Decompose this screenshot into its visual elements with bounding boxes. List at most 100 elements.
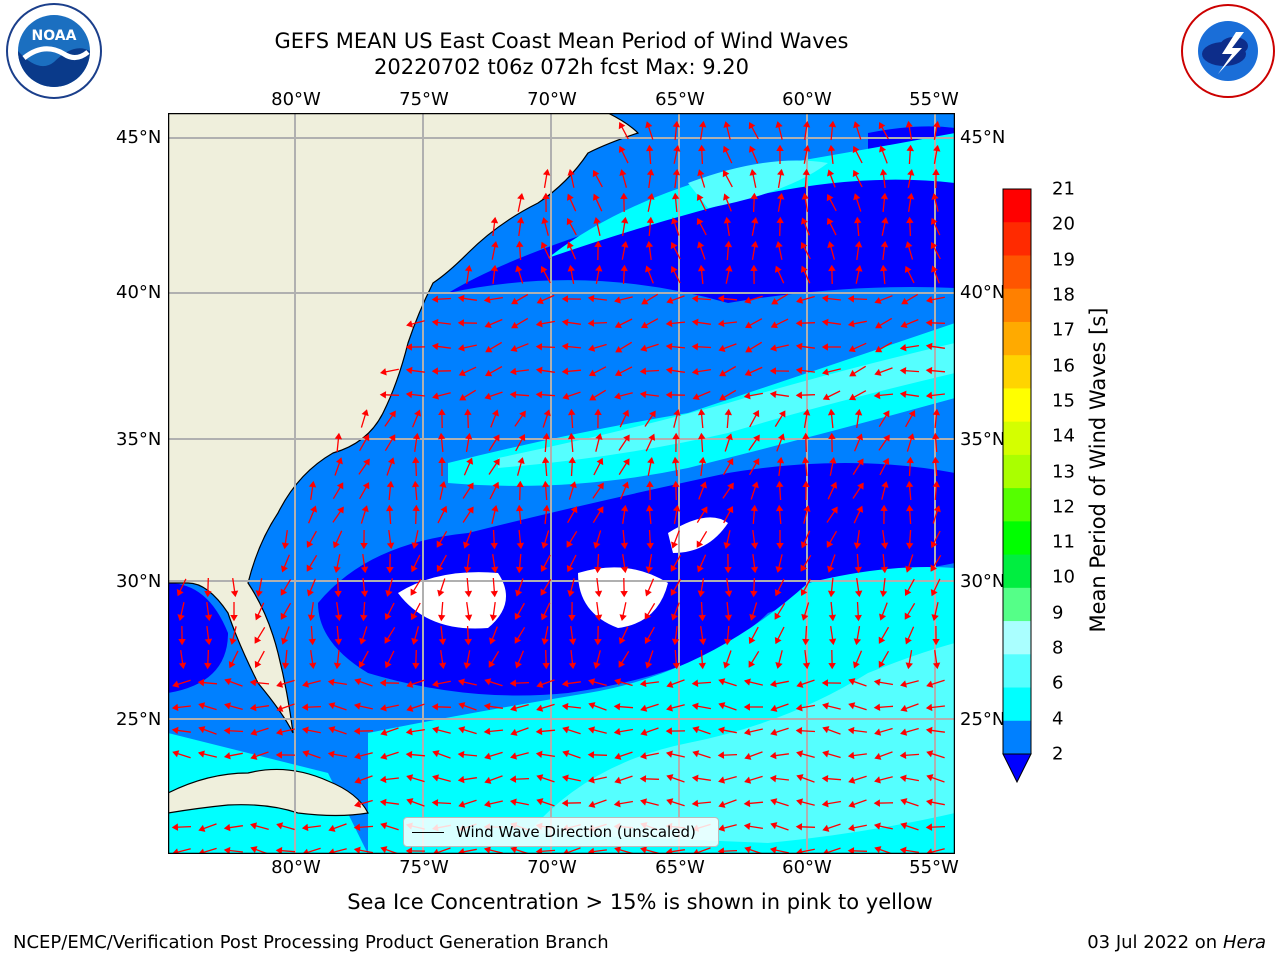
wind-wave-arrowhead <box>802 432 810 440</box>
wind-wave-arrowhead <box>691 342 699 351</box>
wind-wave-arrowhead <box>801 456 810 464</box>
wind-wave-arrowhead <box>802 408 811 416</box>
wind-wave-arrowhead <box>691 774 699 783</box>
wind-wave-arrowhead <box>769 367 776 375</box>
wind-wave-arrowhead <box>514 661 522 669</box>
wind-wave-arrowhead <box>334 590 342 598</box>
wind-wave-arrowhead <box>489 614 498 622</box>
sea-ice-note: Sea Ice Concentration > 15% is shown in … <box>347 890 933 914</box>
wind-wave-arrowhead <box>856 433 864 441</box>
wind-wave-arrowhead <box>566 193 574 201</box>
wind-wave-arrowhead <box>743 678 751 686</box>
lon-label-top: 75°W <box>399 89 449 110</box>
wind-wave-arrowhead <box>795 823 803 831</box>
wind-wave-arrowhead <box>776 216 784 224</box>
wind-wave-arrowhead <box>490 566 499 574</box>
wind-wave-arrowhead <box>854 240 863 248</box>
wind-wave-arrowhead <box>484 776 492 784</box>
colorbar-tick-label: 2 <box>1052 743 1064 765</box>
wind-wave-arrowhead <box>639 752 647 760</box>
wind-wave-arrowhead <box>899 846 907 854</box>
wind-wave-arrowhead <box>463 566 472 574</box>
wind-wave-arrowhead <box>717 847 725 854</box>
wind-wave-arrowhead <box>588 344 596 352</box>
wind-wave-arrowhead <box>803 144 811 152</box>
wind-wave-arrowhead <box>775 504 784 512</box>
wind-wave-arrowhead <box>880 566 889 574</box>
wind-wave-arrowhead <box>750 590 758 598</box>
wind-wave-arrowhead <box>821 294 829 303</box>
lat-label-right: 40°N <box>960 282 1006 303</box>
wind-wave-arrowhead <box>698 662 706 670</box>
wind-wave-arrowhead <box>830 481 838 489</box>
wind-wave-arrowhead <box>926 774 934 782</box>
wind-wave-arrowhead <box>623 458 630 466</box>
wind-wave-arrowhead <box>878 636 886 644</box>
wind-wave-arrowhead <box>596 457 604 466</box>
wind-wave-arrowhead <box>406 320 414 328</box>
wind-wave-arrowhead <box>718 776 726 784</box>
wind-wave-arrowhead <box>542 168 551 176</box>
wind-wave-arrowhead <box>670 265 678 274</box>
wind-wave-arrowhead <box>717 319 725 328</box>
wind-wave-arrowhead <box>672 662 681 670</box>
wind-wave-arrowhead <box>932 432 940 440</box>
wind-wave-arrowhead <box>776 543 784 550</box>
wind-wave-arrowhead <box>665 391 672 399</box>
wind-wave-arrowhead <box>900 704 908 712</box>
colorbar-tick-label: 8 <box>1052 637 1064 659</box>
wind-wave-arrowhead <box>723 638 732 646</box>
wind-wave-arrowhead <box>414 409 422 417</box>
wind-wave-arrowhead <box>826 540 834 548</box>
wind-wave-arrowhead <box>561 702 569 711</box>
wind-wave-arrowhead <box>405 727 413 736</box>
colorbar-tick-label: 11 <box>1052 531 1075 553</box>
wind-wave-arrowhead <box>932 639 940 646</box>
wind-wave-arrowhead <box>847 726 855 735</box>
lon-label-top: 80°W <box>271 89 321 110</box>
wind-wave-arrowhead <box>826 194 834 202</box>
colorbar-segment <box>1003 355 1031 389</box>
wind-wave-arrowhead <box>615 345 623 353</box>
wind-wave-arrowhead <box>412 504 420 512</box>
wind-wave-arrowhead <box>802 480 810 487</box>
wind-wave-arrowhead <box>821 799 829 808</box>
wind-wave-arrowhead <box>717 751 725 759</box>
wind-wave-arrowhead <box>276 680 284 688</box>
wind-wave-arrowhead <box>281 662 290 670</box>
wind-wave-arrowhead <box>230 590 239 598</box>
wind-wave-arrowhead <box>353 702 361 710</box>
wind-wave-arrowhead <box>490 264 499 272</box>
wind-wave-arrowhead <box>848 776 856 784</box>
wind-wave-arrowhead <box>595 264 603 272</box>
wind-wave-arrowhead <box>847 824 855 832</box>
wind-wave-arrowhead <box>665 727 672 735</box>
lat-label-right: 35°N <box>960 429 1006 450</box>
wind-wave-arrowhead <box>353 846 361 854</box>
wind-wave-arrowhead <box>172 680 180 688</box>
wind-wave-arrowhead <box>750 542 759 550</box>
wind-wave-arrowhead <box>691 702 699 710</box>
wind-wave-arrowhead <box>567 264 575 272</box>
wind-wave-arrowhead <box>614 752 622 760</box>
wind-wave-arrowhead <box>640 344 648 352</box>
wind-wave-arrowhead <box>384 661 392 669</box>
wind-wave-arrowhead <box>904 588 912 597</box>
wind-wave-arrowhead <box>646 216 655 224</box>
wind-wave-arrowhead <box>457 750 465 759</box>
wind-wave-arrowhead <box>900 798 908 806</box>
wind-wave-arrowhead <box>171 823 179 831</box>
wind-wave-arrowhead <box>464 638 472 646</box>
wind-wave-arrowhead <box>697 264 706 272</box>
wind-wave-arrowhead <box>431 680 439 688</box>
wind-wave-arrowhead <box>561 318 569 327</box>
wind-wave-arrowhead <box>930 589 938 597</box>
wind-wave-arrowhead <box>250 728 258 736</box>
wind-wave-arrowhead <box>566 241 574 249</box>
wind-wave-arrowhead <box>436 564 444 573</box>
wind-wave-arrowhead <box>178 639 186 646</box>
wind-wave-arrowhead <box>665 319 673 328</box>
wind-wave-arrowhead <box>620 542 629 550</box>
wind-wave-arrowhead <box>620 216 629 224</box>
wind-wave-arrowhead <box>536 798 544 806</box>
